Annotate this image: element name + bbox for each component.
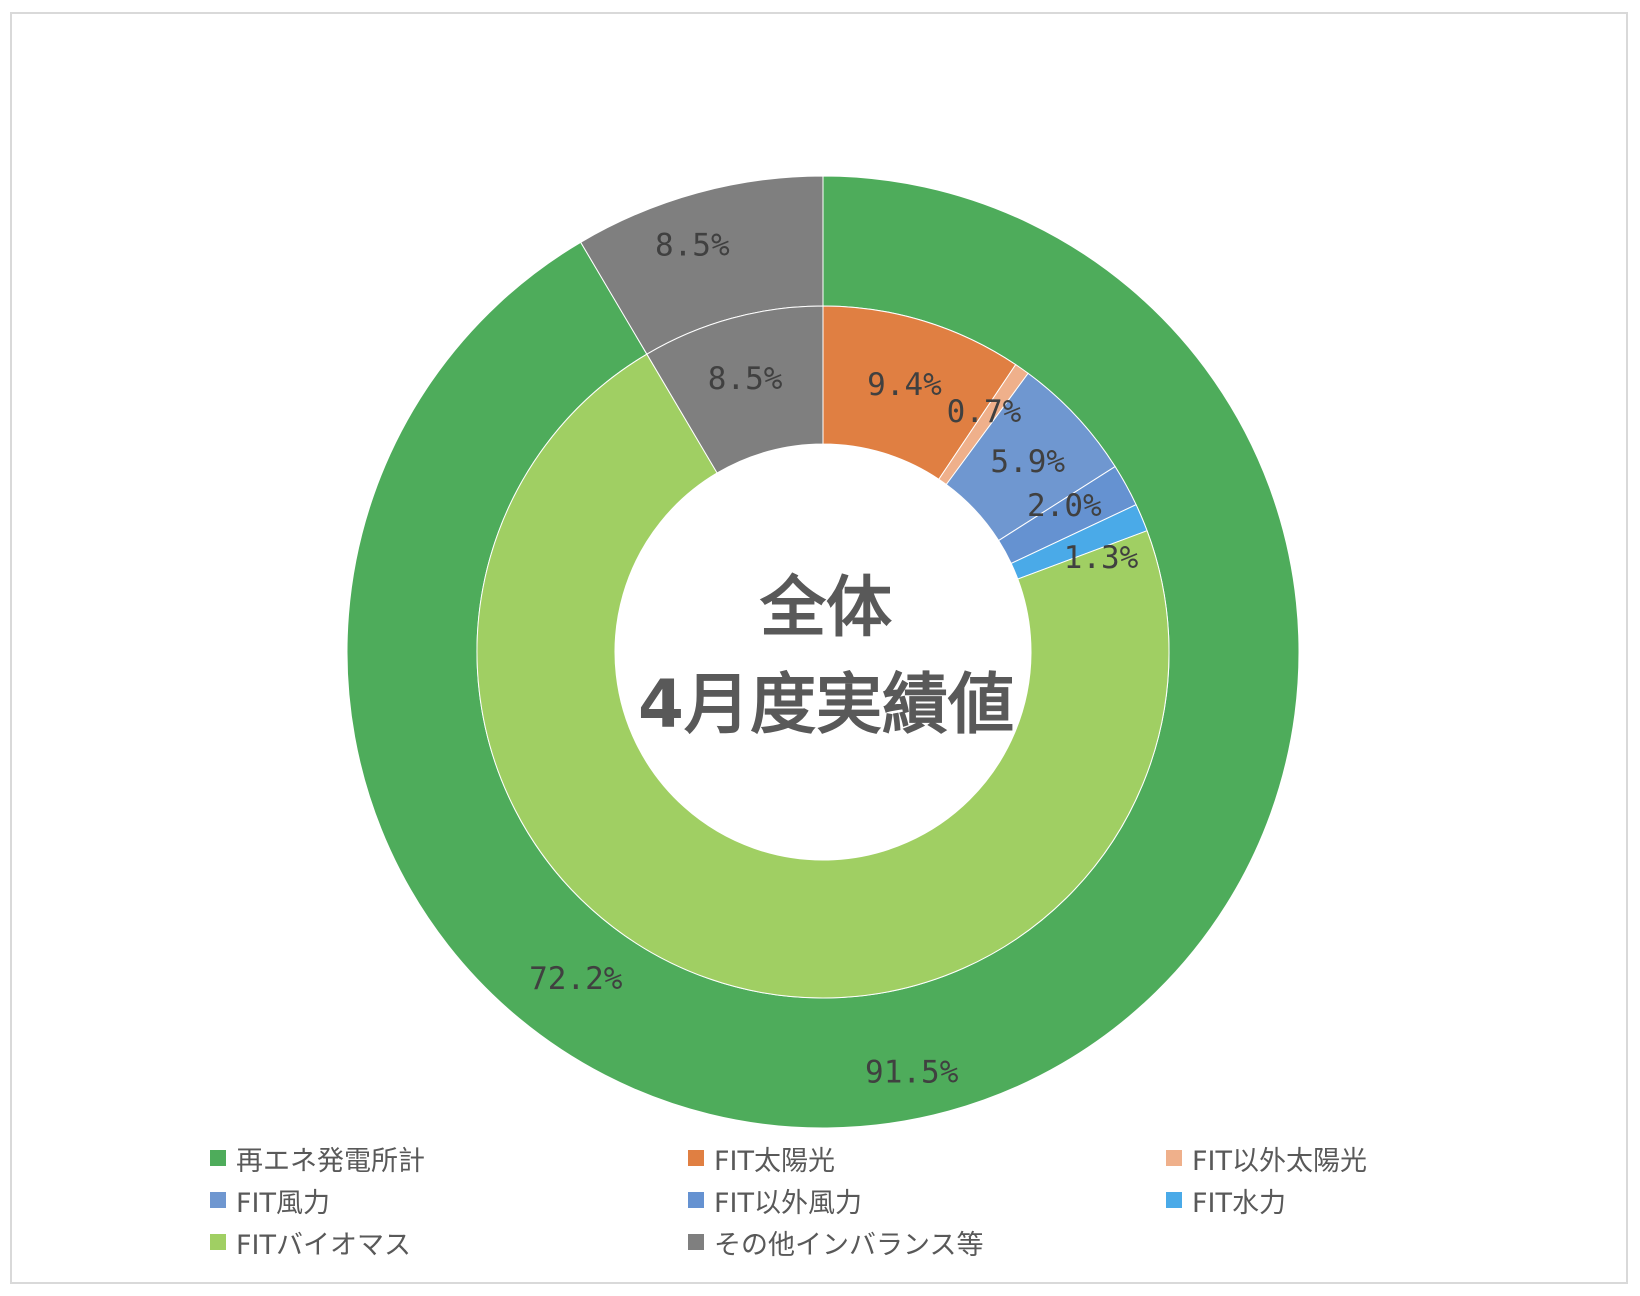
legend-item: FIT以外太陽光 bbox=[1166, 1140, 1530, 1177]
legend-item: FIT水力 bbox=[1166, 1182, 1530, 1219]
slices-layer bbox=[346, 175, 1300, 1129]
inner-ring-slice-label: 8.5% bbox=[708, 361, 783, 397]
inner-ring-slice-label: 72.2% bbox=[529, 961, 623, 997]
legend-swatch bbox=[210, 1192, 226, 1208]
legend-label: FITバイオマス bbox=[236, 1229, 411, 1261]
inner-ring-slice bbox=[476, 353, 1170, 999]
legend-swatch bbox=[210, 1150, 226, 1166]
legend-swatch bbox=[688, 1234, 704, 1250]
inner-ring-slice-label: 0.7% bbox=[947, 394, 1022, 430]
legend-item: 再エネ発電所計 bbox=[210, 1140, 688, 1177]
legend-swatch bbox=[1166, 1192, 1182, 1208]
center-title-line-2: 4月度実績値 bbox=[638, 666, 1014, 743]
legend-label: FIT水力 bbox=[1192, 1187, 1286, 1219]
inner-ring-slice-label: 1.3% bbox=[1064, 540, 1139, 576]
donut-chart: 91.5% 8.5% 9.4%0.7% 5.9% 2.0% 1.3% 72.2% 8.5% 全… bbox=[346, 175, 1300, 1129]
inner-ring-slice-label: 5.9% bbox=[990, 444, 1065, 480]
inner-ring-slice bbox=[646, 305, 824, 474]
labels-layer: 91.5% 8.5% 9.4%0.7% 5.9% 2.0% 1.3% 72.2% 8.5% bbox=[529, 228, 1139, 1091]
legend-item: FIT太陽光 bbox=[688, 1140, 1166, 1177]
legend-swatch bbox=[1166, 1150, 1182, 1166]
legend-swatch bbox=[688, 1192, 704, 1208]
legend-label: FIT太陽光 bbox=[714, 1145, 835, 1177]
legend-item: その他インバランス等 bbox=[688, 1224, 1166, 1261]
legend-item: FITバイオマス bbox=[210, 1224, 688, 1261]
outer-ring-slice-label: 91.5% bbox=[865, 1054, 959, 1090]
inner-ring-slice-label: 2.0% bbox=[1027, 488, 1102, 524]
center-title-line-1: 全体 bbox=[759, 569, 892, 646]
legend-label: 再エネ発電所計 bbox=[236, 1145, 425, 1177]
legend-swatch bbox=[210, 1234, 226, 1250]
legend-item: FIT以外風力 bbox=[688, 1182, 1166, 1219]
legend-swatch bbox=[688, 1150, 704, 1166]
outer-ring-slice-label: 8.5% bbox=[655, 228, 730, 264]
legend-label: FIT風力 bbox=[236, 1187, 330, 1219]
legend: 再エネ発電所計 FIT太陽光 FIT以外太陽光 FIT風力 FIT以外風力 FI… bbox=[210, 1140, 1530, 1261]
legend-item: FIT風力 bbox=[210, 1182, 688, 1219]
inner-ring-slice-label: 9.4% bbox=[867, 367, 942, 403]
legend-label: FIT以外太陽光 bbox=[1192, 1145, 1367, 1177]
legend-label: その他インバランス等 bbox=[714, 1229, 984, 1261]
legend-label: FIT以外風力 bbox=[714, 1187, 862, 1219]
